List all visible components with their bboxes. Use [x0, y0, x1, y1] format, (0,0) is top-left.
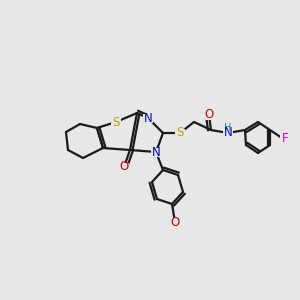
Bar: [175, 128, 185, 137]
Bar: [143, 113, 153, 122]
Bar: [119, 163, 129, 172]
Bar: [223, 128, 233, 137]
Text: O: O: [170, 215, 180, 229]
Text: N: N: [144, 112, 152, 124]
Bar: [111, 118, 121, 127]
Text: H: H: [224, 123, 232, 133]
Text: O: O: [119, 160, 129, 173]
Bar: [170, 218, 180, 226]
Bar: [151, 148, 161, 157]
Text: N: N: [224, 127, 232, 140]
Bar: [204, 110, 214, 119]
Text: S: S: [176, 127, 184, 140]
Text: N: N: [152, 146, 160, 158]
Text: O: O: [204, 109, 214, 122]
Text: S: S: [112, 116, 120, 128]
Bar: [223, 124, 233, 132]
Text: F: F: [282, 131, 288, 145]
Bar: [280, 134, 290, 142]
